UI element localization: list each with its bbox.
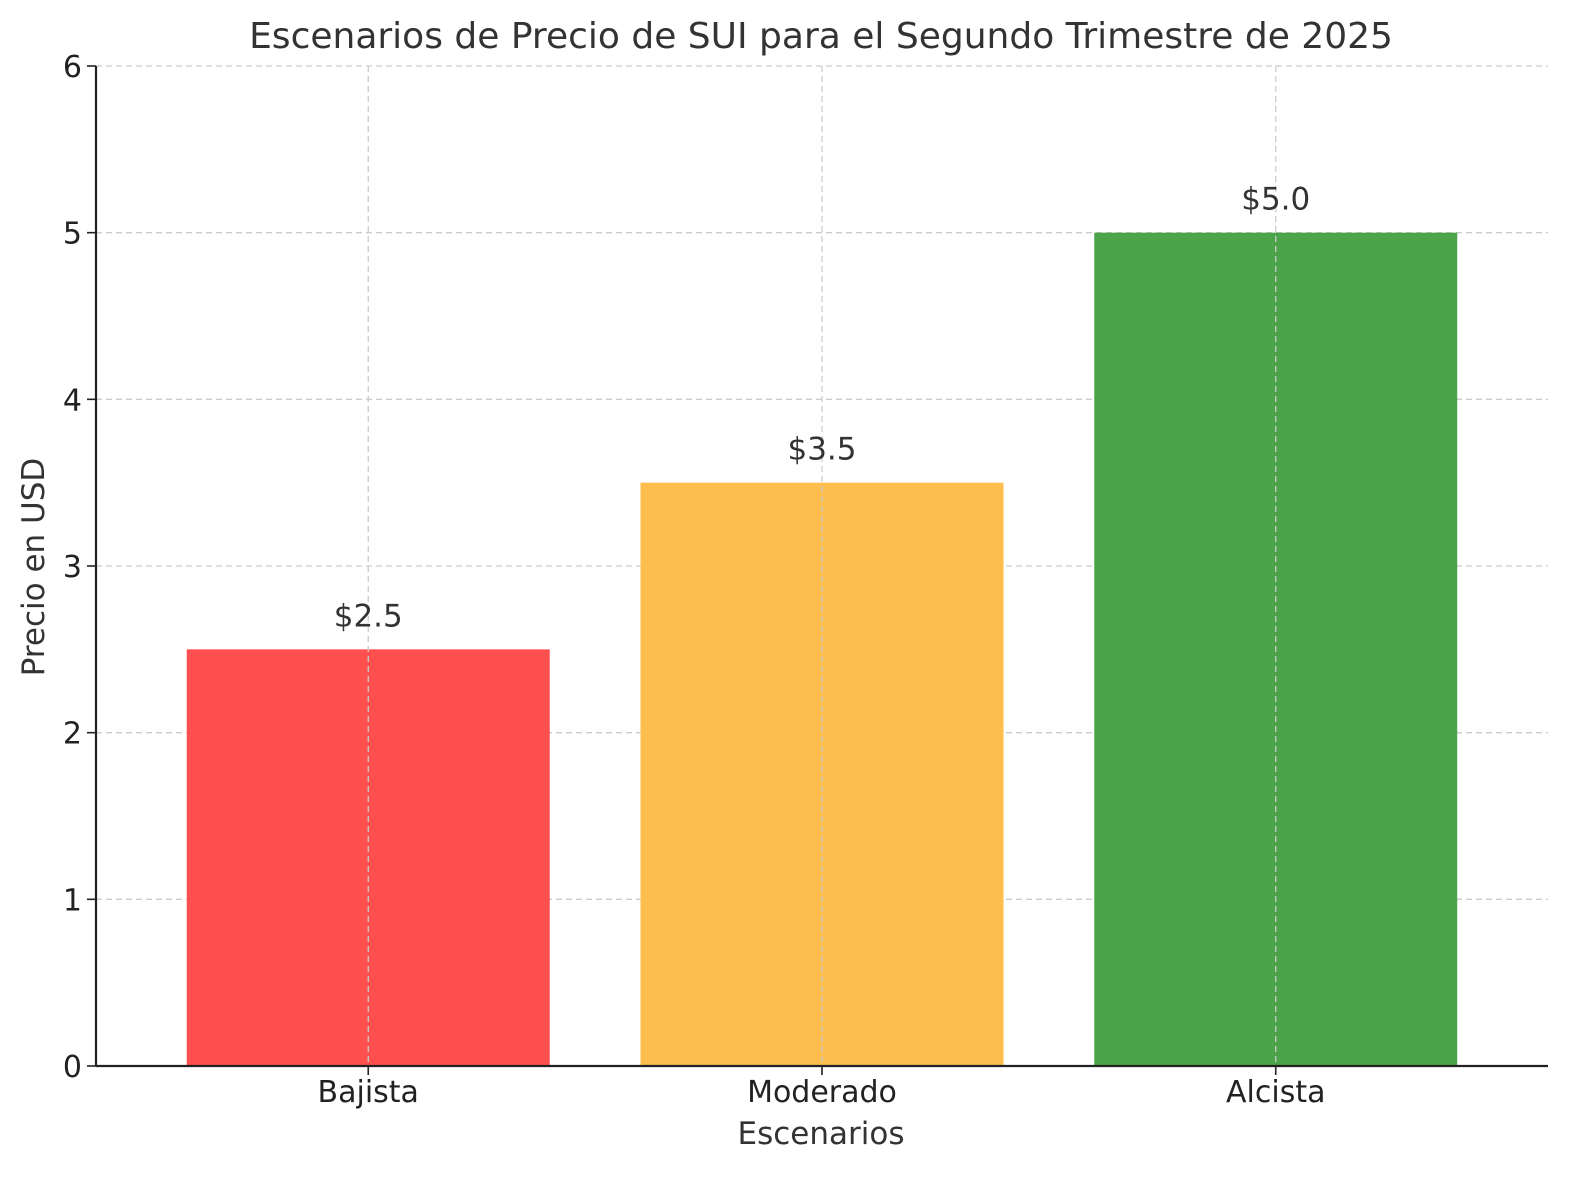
data-labels: $2.5 $3.5 $5.0 [334, 182, 1311, 635]
x-tick-label-bajista: Bajista [318, 1075, 419, 1110]
x-axis-title: Escenarios [738, 1116, 905, 1152]
y-tick-label: 0 [63, 1050, 82, 1085]
y-tick-label: 6 [63, 50, 82, 85]
x-tick-label-alcista: Alcista [1226, 1075, 1325, 1110]
data-label-bajista: $2.5 [334, 598, 403, 634]
y-tick-label: 1 [63, 883, 82, 918]
x-tick-label-moderado: Moderado [747, 1075, 897, 1110]
y-tick-label: 4 [63, 383, 82, 418]
data-label-moderado: $3.5 [787, 432, 856, 468]
y-tick-label: 5 [63, 217, 82, 252]
ticks: 0 1 2 3 4 5 6 Bajista Moderado Alcista [63, 50, 1326, 1110]
data-label-alcista: $5.0 [1241, 182, 1310, 218]
vertical-grid [367, 66, 1277, 1066]
y-axis-title: Precio en USD [16, 458, 52, 677]
y-tick-label: 2 [63, 717, 82, 752]
y-tick-label: 3 [63, 550, 82, 585]
chart-title: Escenarios de Precio de SUI para el Segu… [249, 16, 1393, 57]
